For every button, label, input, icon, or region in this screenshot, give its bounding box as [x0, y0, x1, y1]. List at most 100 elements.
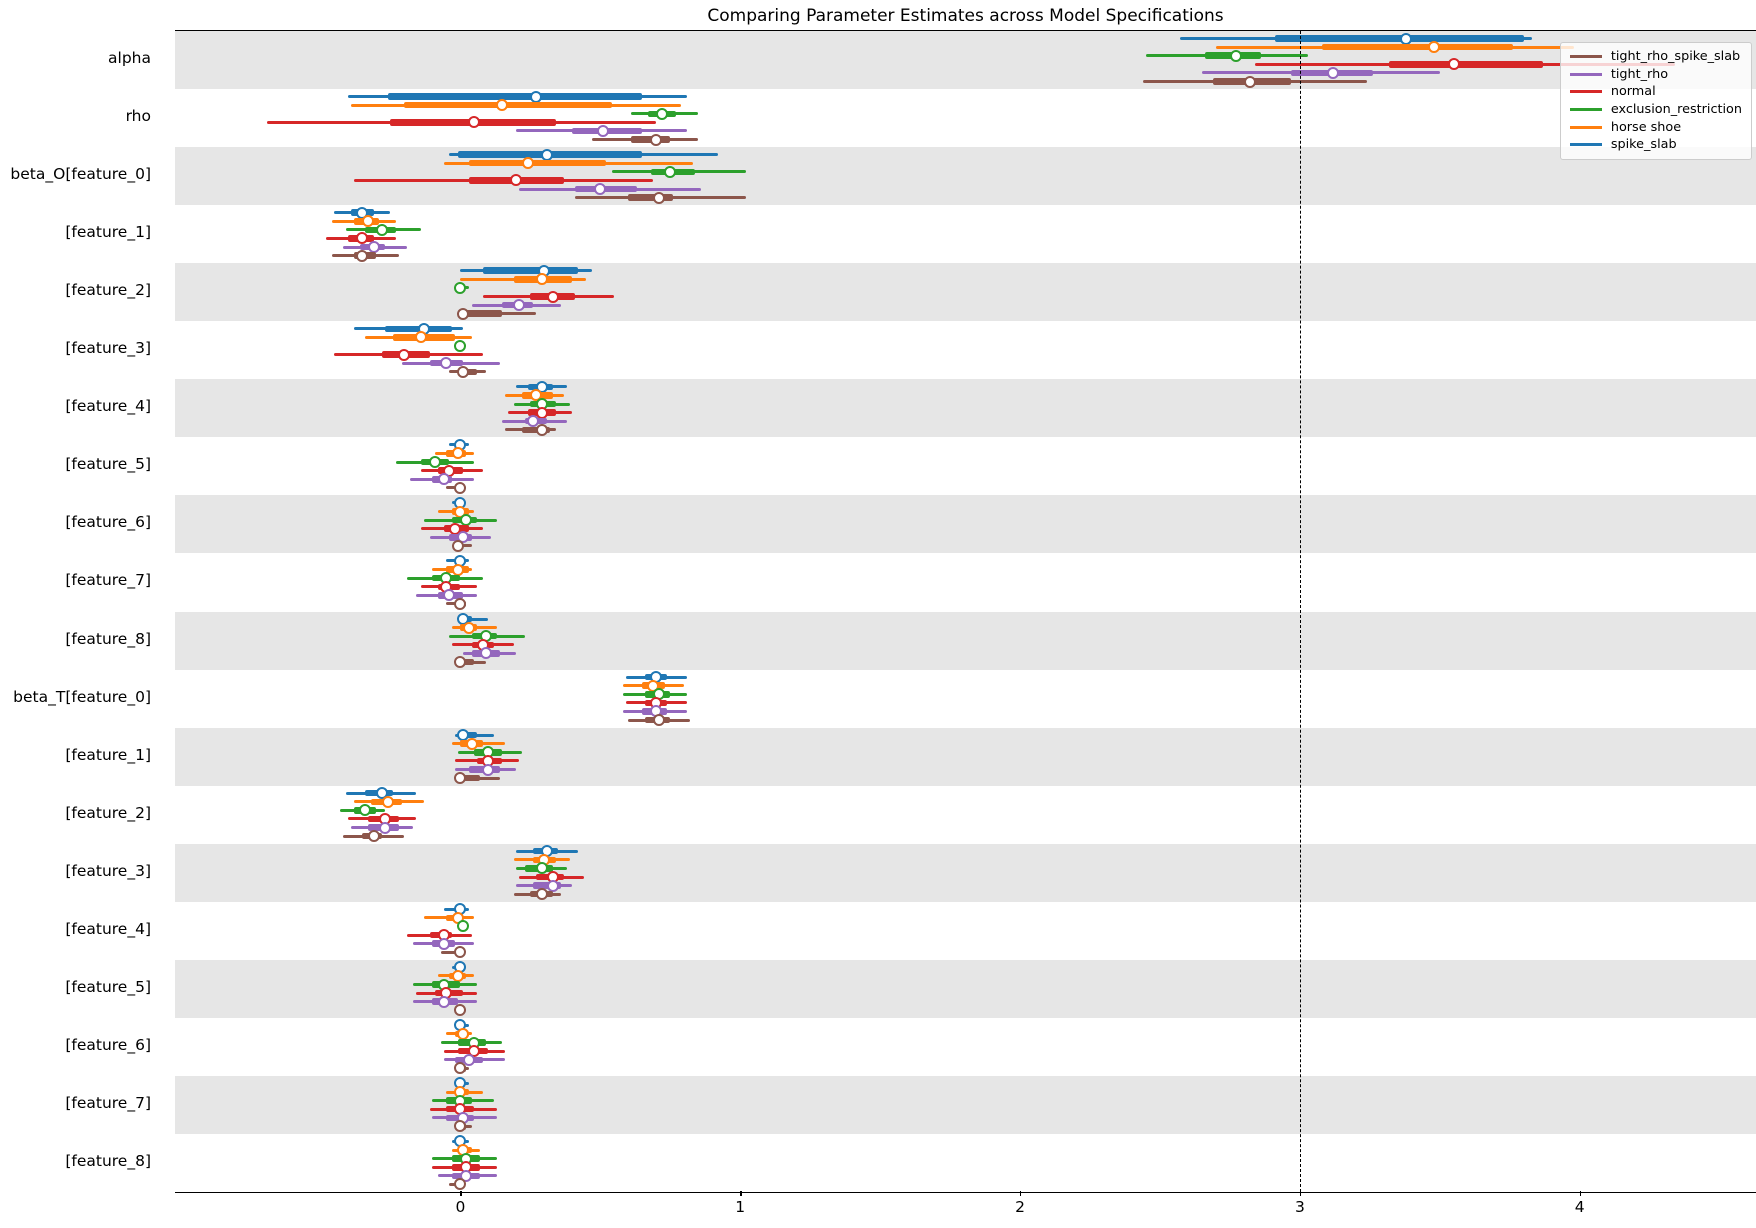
x-tick-mark: [1579, 1191, 1582, 1196]
forest-row-band: [175, 959, 1756, 1018]
plot-area: tight_rho_spike_slab tight_rho normal exclu…: [175, 30, 1756, 1193]
median-marker-horse shoe: [535, 273, 548, 286]
median-marker-tight_rho_spike_slab: [356, 249, 369, 262]
forest-row-band: [175, 902, 1756, 960]
median-marker-horse shoe: [362, 215, 375, 228]
median-marker-normal: [356, 232, 369, 245]
forest-row-band: [175, 727, 1756, 786]
median-marker-tight_rho_spike_slab: [454, 946, 467, 959]
row-label: beta_T[feature_0]: [13, 687, 151, 706]
chart-title: Comparing Parameter Estimates across Mod…: [707, 6, 1224, 26]
legend-label: tight_rho_spike_slab: [1610, 49, 1741, 65]
legend-item: tight_rho_spike_slab: [1569, 48, 1742, 66]
median-marker-horse shoe: [521, 157, 534, 170]
median-marker-tight_rho_spike_slab: [451, 539, 464, 552]
forest-row-band: [175, 553, 1756, 611]
median-marker-spike_slab: [529, 90, 542, 103]
median-marker-tight_rho_spike_slab: [653, 191, 666, 204]
median-marker-tight_rho_spike_slab: [454, 1178, 467, 1191]
median-marker-tight_rho: [1327, 66, 1340, 79]
median-marker-exclusion_restriction: [429, 456, 442, 469]
median-marker-exclusion_restriction: [664, 165, 677, 178]
median-marker-tight_rho_spike_slab: [454, 597, 467, 610]
legend-label: normal: [1610, 84, 1656, 100]
row-label: rho: [125, 107, 151, 126]
quartile-line-horse shoe: [1322, 43, 1513, 51]
legend-swatch: [1569, 55, 1602, 59]
quartile-line-spike_slab: [1274, 35, 1524, 42]
median-marker-tight_rho: [546, 879, 559, 892]
x-tick-label: 2: [1015, 1198, 1025, 1216]
row-label: [feature_2]: [65, 803, 151, 822]
forest-row-band: [175, 611, 1756, 670]
legend-swatch: [1569, 125, 1602, 129]
x-tick-label: 4: [1574, 1198, 1585, 1216]
median-marker-spike_slab: [541, 148, 554, 161]
median-marker-tight_rho_spike_slab: [454, 481, 467, 494]
median-marker-exclusion_restriction: [457, 920, 470, 933]
median-marker-tight_rho_spike_slab: [454, 656, 467, 669]
median-marker-tight_rho_spike_slab: [1243, 75, 1256, 88]
row-label: [feature_3]: [65, 861, 151, 880]
row-label: [feature_2]: [65, 281, 151, 300]
median-marker-tight_rho_spike_slab: [457, 365, 470, 378]
median-marker-horse shoe: [462, 621, 475, 634]
x-tick-label: 0: [455, 1198, 466, 1216]
legend-swatch: [1569, 72, 1602, 76]
median-marker-exclusion_restriction: [655, 107, 668, 120]
median-marker-tight_rho_spike_slab: [650, 133, 663, 146]
legend-label: spike_slab: [1610, 137, 1677, 153]
legend-label: horse shoe: [1610, 119, 1682, 135]
quartile-line-spike_slab: [387, 93, 643, 100]
median-marker-exclusion_restriction: [359, 804, 372, 817]
x-tick-mark: [740, 1191, 742, 1196]
row-label: [feature_7]: [65, 571, 151, 590]
median-marker-tight_rho: [527, 415, 540, 428]
forest-row-band: [175, 205, 1756, 263]
x-tick-label: 3: [1294, 1198, 1305, 1216]
median-marker-horse shoe: [451, 969, 464, 982]
median-marker-horse shoe: [457, 1027, 470, 1040]
legend-item: horse shoe: [1569, 118, 1742, 136]
median-marker-normal: [1447, 58, 1460, 71]
credible-interval-line-spike_slab: [457, 617, 489, 621]
median-marker-tight_rho: [437, 995, 450, 1008]
y-axis-labels: alpha rho beta_O[feature_0] [feature_1] [fea…: [0, 30, 163, 1191]
median-marker-tight_rho: [513, 299, 526, 312]
median-marker-tight_rho: [443, 589, 456, 602]
row-label: [feature_8]: [65, 629, 151, 648]
forest-row-band: [175, 379, 1756, 438]
forest-row-band: [175, 495, 1756, 554]
forest-row-band: [175, 1075, 1756, 1134]
median-marker-tight_rho: [367, 241, 380, 254]
median-marker-tight_rho: [479, 647, 492, 660]
row-label: [feature_4]: [65, 397, 151, 416]
x-tick-mark: [460, 1191, 462, 1196]
median-marker-normal: [535, 406, 548, 419]
row-label: [feature_5]: [65, 977, 151, 996]
reference-line: [1299, 31, 1301, 1192]
legend-label: exclusion_restriction: [1610, 102, 1742, 118]
median-marker-tight_rho: [437, 473, 450, 486]
median-marker-tight_rho: [440, 357, 453, 370]
row-label: [feature_6]: [65, 513, 151, 532]
median-marker-horse shoe: [381, 795, 394, 808]
forest-row-band: [175, 1134, 1756, 1192]
median-marker-horse shoe: [1428, 41, 1441, 54]
median-marker-tight_rho_spike_slab: [535, 423, 548, 436]
median-marker-tight_rho: [482, 763, 495, 776]
median-marker-normal: [510, 174, 523, 187]
quartile-line-spike_slab: [482, 267, 578, 274]
forest-row-band: [175, 670, 1756, 728]
forest-row-band: [175, 437, 1756, 495]
median-marker-exclusion_restriction: [1229, 49, 1242, 62]
row-label: [feature_1]: [65, 223, 151, 242]
row-label: [feature_3]: [65, 339, 151, 358]
row-label: [feature_5]: [65, 455, 151, 474]
median-marker-exclusion_restriction: [535, 862, 548, 875]
legend-swatch: [1569, 108, 1602, 112]
median-marker-tight_rho: [597, 124, 610, 137]
forest-row-band: [175, 263, 1756, 322]
median-marker-spike_slab: [1400, 32, 1413, 45]
